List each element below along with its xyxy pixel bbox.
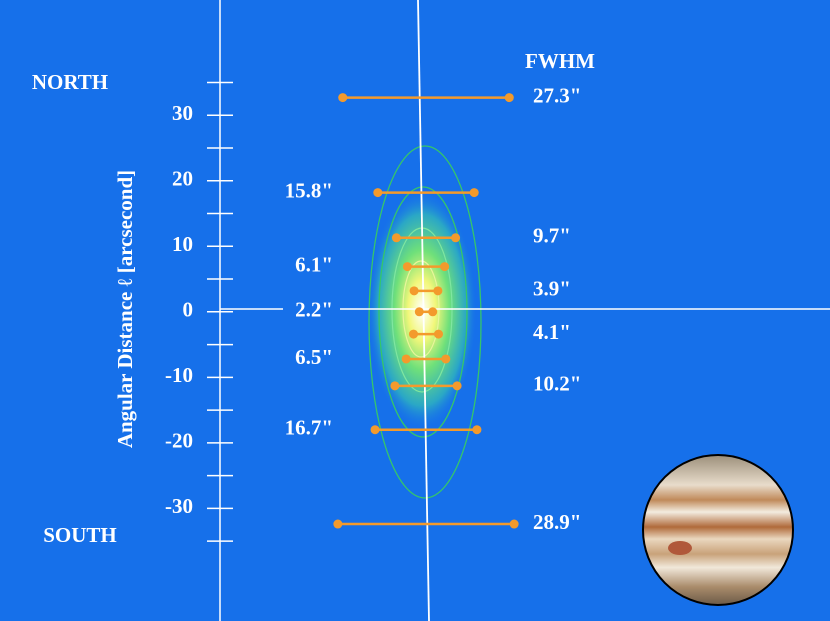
fwhm-label: 10.2" bbox=[533, 372, 581, 396]
bar-end bbox=[452, 381, 462, 391]
bar-end bbox=[333, 519, 343, 529]
fwhm-label: 9.7" bbox=[533, 224, 571, 248]
fwhm-heading: FWHM bbox=[525, 49, 595, 73]
bar-end bbox=[469, 188, 479, 198]
bar-end bbox=[472, 425, 482, 435]
y-tick-label: 30 bbox=[172, 101, 193, 125]
bar-end bbox=[434, 329, 444, 339]
fwhm-label: 27.3" bbox=[533, 83, 581, 107]
bar-end bbox=[338, 93, 348, 103]
south-label: SOUTH bbox=[43, 523, 117, 547]
bar-end bbox=[402, 262, 412, 272]
y-tick-label: 10 bbox=[172, 232, 193, 256]
fwhm-label: 2.2" bbox=[295, 298, 333, 322]
bar-end bbox=[428, 307, 438, 317]
bar-end bbox=[401, 354, 411, 364]
bar-end bbox=[391, 233, 401, 243]
contour bbox=[378, 186, 468, 438]
jupiter bbox=[642, 454, 794, 606]
bar-end bbox=[440, 262, 450, 272]
y-axis-label: Angular Distance ℓ [arcsecond] bbox=[113, 170, 137, 448]
bar-end bbox=[441, 354, 451, 364]
y-tick-label: 0 bbox=[183, 298, 194, 322]
y-tick-label: -20 bbox=[165, 429, 193, 453]
fwhm-label: 4.1" bbox=[533, 320, 571, 344]
bar-end bbox=[390, 381, 400, 391]
fwhm-label: 15.8" bbox=[285, 178, 333, 202]
fwhm-label: 6.5" bbox=[295, 345, 333, 369]
fwhm-label: 16.7" bbox=[285, 416, 333, 440]
fwhm-label: 6.1" bbox=[295, 252, 333, 276]
contour bbox=[368, 145, 482, 499]
y-tick-label: 20 bbox=[172, 167, 193, 191]
bar-end bbox=[373, 188, 383, 198]
bar-end bbox=[451, 233, 461, 243]
bar-end bbox=[370, 425, 380, 435]
fwhm-label: 3.9" bbox=[533, 277, 571, 301]
bar-end bbox=[409, 286, 419, 296]
y-tick-label: -10 bbox=[165, 363, 193, 387]
bar-end bbox=[504, 93, 514, 103]
bar-end bbox=[408, 329, 418, 339]
y-tick-label: -30 bbox=[165, 494, 193, 518]
bar-end bbox=[509, 519, 519, 529]
north-label: NORTH bbox=[32, 70, 108, 94]
bar-end bbox=[414, 307, 424, 317]
fwhm-label: 28.9" bbox=[533, 510, 581, 534]
bar-end bbox=[433, 286, 443, 296]
red-spot bbox=[668, 541, 692, 555]
